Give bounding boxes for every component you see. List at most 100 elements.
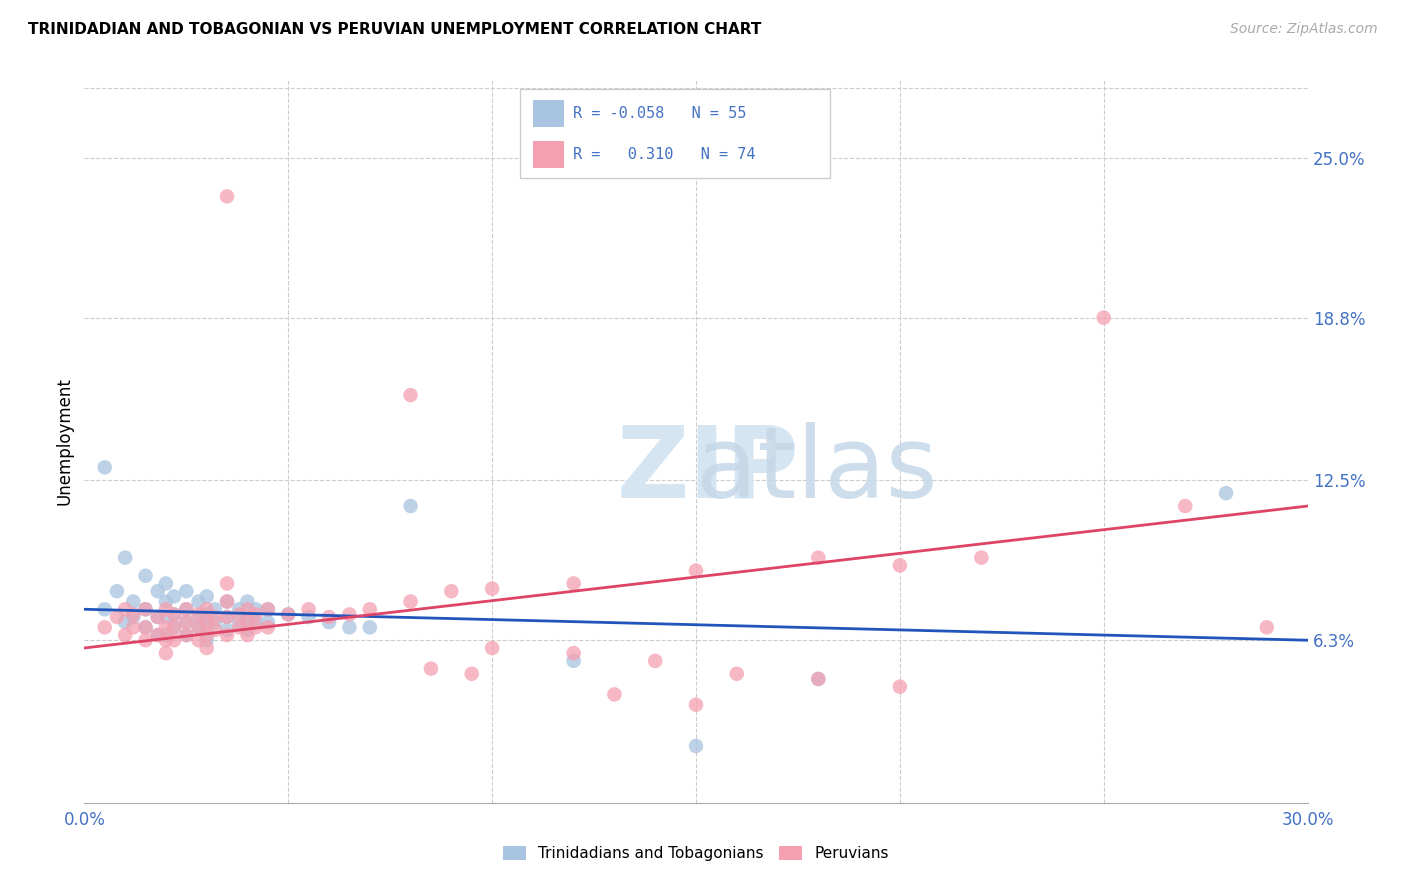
Point	[257, 602, 280, 616]
Point	[236, 594, 259, 608]
Point	[1256, 620, 1278, 634]
Text: Source: ZipAtlas.com: Source: ZipAtlas.com	[1230, 22, 1378, 37]
Point	[318, 615, 340, 630]
Point	[236, 623, 259, 637]
Point	[481, 582, 503, 596]
Point	[146, 584, 169, 599]
Point	[1174, 499, 1197, 513]
Point	[245, 615, 267, 630]
Point	[155, 646, 177, 660]
Point	[195, 602, 218, 616]
Text: ZIP: ZIP	[616, 422, 800, 519]
Point	[122, 607, 145, 622]
Point	[228, 615, 250, 630]
Point	[174, 615, 197, 630]
Point	[195, 628, 218, 642]
Point	[461, 666, 484, 681]
Point	[135, 633, 157, 648]
Point	[318, 610, 340, 624]
Point	[236, 628, 259, 642]
Text: R = -0.058   N = 55: R = -0.058 N = 55	[572, 106, 747, 120]
Point	[155, 633, 177, 648]
Point	[155, 610, 177, 624]
Point	[163, 607, 186, 622]
Point	[440, 584, 463, 599]
Point	[339, 620, 361, 634]
Point	[146, 610, 169, 624]
Point	[163, 620, 186, 634]
Point	[122, 610, 145, 624]
Point	[195, 633, 218, 648]
Point	[277, 607, 299, 622]
Point	[644, 654, 666, 668]
Text: R =   0.310   N = 74: R = 0.310 N = 74	[572, 147, 755, 161]
Point	[146, 628, 169, 642]
Point	[135, 602, 157, 616]
Point	[228, 620, 250, 634]
Point	[562, 654, 585, 668]
Point	[187, 607, 209, 622]
Point	[359, 602, 381, 616]
Point	[236, 602, 259, 616]
Y-axis label: Unemployment: Unemployment	[55, 377, 73, 506]
Point	[217, 628, 239, 642]
Point	[155, 576, 177, 591]
Point	[195, 615, 218, 630]
Point	[174, 602, 197, 616]
Point	[174, 628, 197, 642]
Point	[122, 594, 145, 608]
Point	[105, 584, 128, 599]
Point	[228, 602, 250, 616]
Point	[245, 620, 267, 634]
Point	[257, 615, 280, 630]
Point	[245, 607, 267, 622]
Legend: Trinidadians and Tobagonians, Peruvians: Trinidadians and Tobagonians, Peruvians	[498, 840, 894, 867]
Point	[135, 620, 157, 634]
Point	[163, 620, 186, 634]
Point	[685, 739, 707, 753]
Point	[339, 607, 361, 622]
Point	[481, 640, 503, 655]
Point	[889, 558, 911, 573]
Text: TRINIDADIAN AND TOBAGONIAN VS PERUVIAN UNEMPLOYMENT CORRELATION CHART: TRINIDADIAN AND TOBAGONIAN VS PERUVIAN U…	[28, 22, 762, 37]
Point	[204, 615, 226, 630]
Point	[135, 568, 157, 582]
Point	[217, 594, 239, 608]
Point	[187, 620, 209, 634]
Point	[603, 687, 626, 701]
Point	[217, 610, 239, 624]
Point	[257, 620, 280, 634]
Point	[135, 620, 157, 634]
Point	[155, 594, 177, 608]
Point	[399, 594, 422, 608]
Point	[93, 460, 115, 475]
Point	[204, 602, 226, 616]
Point	[562, 576, 585, 591]
Point	[155, 620, 177, 634]
Point	[163, 633, 186, 648]
Point	[257, 602, 280, 616]
Point	[807, 550, 830, 565]
Point	[174, 628, 197, 642]
Point	[93, 602, 115, 616]
Point	[970, 550, 993, 565]
Point	[114, 550, 136, 565]
Point	[228, 607, 250, 622]
Point	[807, 672, 830, 686]
Point	[155, 628, 177, 642]
FancyBboxPatch shape	[520, 89, 830, 178]
Point	[889, 680, 911, 694]
Point	[298, 602, 321, 616]
Point	[174, 602, 197, 616]
Point	[420, 662, 443, 676]
Point	[195, 590, 218, 604]
Point	[114, 615, 136, 630]
Point	[163, 590, 186, 604]
Point	[93, 620, 115, 634]
Point	[217, 576, 239, 591]
Point	[236, 615, 259, 630]
Text: ZIP: ZIP	[616, 422, 800, 519]
Point	[174, 584, 197, 599]
Point	[807, 672, 830, 686]
Point	[135, 602, 157, 616]
